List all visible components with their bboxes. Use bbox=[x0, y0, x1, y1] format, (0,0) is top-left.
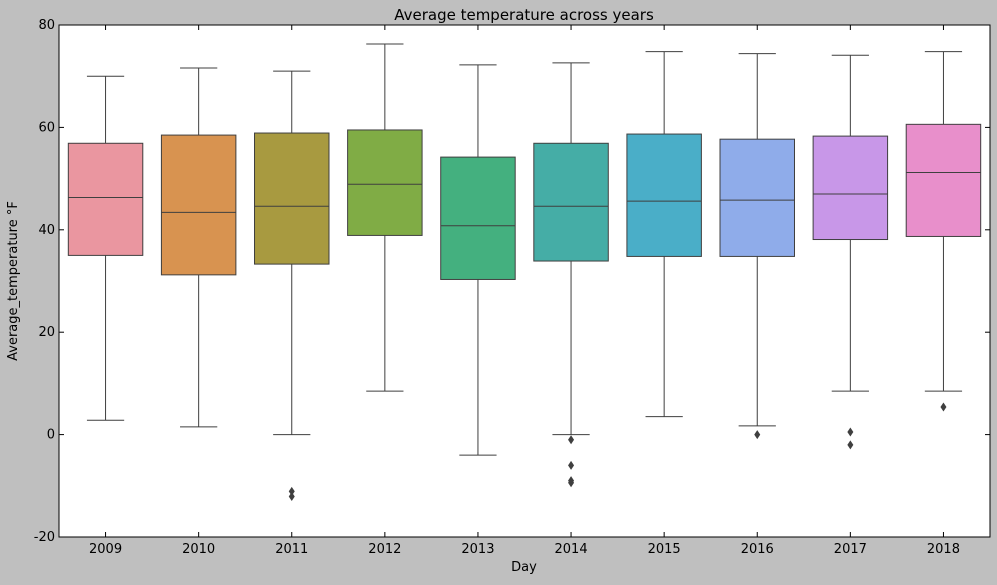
box-iqr bbox=[67, 142, 144, 256]
x-tick-label: 2011 bbox=[275, 542, 308, 557]
outlier-point bbox=[288, 492, 295, 502]
y-tick-label: 80 bbox=[38, 18, 55, 33]
box-iqr bbox=[905, 123, 982, 237]
box-2011 bbox=[254, 70, 330, 502]
box-iqr bbox=[533, 142, 609, 262]
y-axis-ticks: -20 0 20 40 60 80 bbox=[34, 18, 990, 545]
outlier-point bbox=[754, 430, 761, 440]
y-axis-label: Average_temperature °F bbox=[6, 201, 21, 361]
x-tick-label: 2010 bbox=[182, 542, 215, 557]
box-iqr bbox=[347, 129, 423, 236]
x-tick-label: 2017 bbox=[834, 542, 867, 557]
box-2015 bbox=[626, 51, 702, 418]
outlier-point bbox=[568, 478, 575, 488]
box-iqr bbox=[626, 133, 702, 257]
outlier-point bbox=[940, 402, 947, 412]
box-2017 bbox=[812, 54, 889, 450]
x-tick-label: 2018 bbox=[927, 542, 960, 557]
box-iqr bbox=[160, 134, 237, 276]
x-tick-label: 2016 bbox=[741, 542, 774, 557]
outlier-point bbox=[568, 460, 575, 470]
box-2014 bbox=[533, 62, 609, 488]
plot-area bbox=[58, 24, 991, 538]
box-2013 bbox=[440, 64, 516, 456]
box-iqr bbox=[719, 138, 795, 257]
outlier-point bbox=[847, 427, 854, 437]
x-tick-label: 2013 bbox=[461, 542, 494, 557]
box-2016 bbox=[719, 53, 795, 440]
y-tick-label: 40 bbox=[38, 223, 55, 238]
y-tick-label: 0 bbox=[47, 428, 55, 443]
x-tick-label: 2014 bbox=[555, 542, 588, 557]
box-2009 bbox=[67, 75, 144, 421]
outlier-point bbox=[847, 440, 854, 450]
chart-title: Average temperature across years bbox=[394, 6, 654, 24]
box-2012 bbox=[347, 43, 423, 392]
y-tick-label: -20 bbox=[34, 530, 55, 545]
box-2018 bbox=[905, 51, 982, 412]
box-iqr bbox=[440, 156, 516, 280]
outlier-point bbox=[288, 486, 295, 496]
box-iqr bbox=[812, 135, 889, 241]
box-2010 bbox=[160, 67, 237, 428]
outlier-point bbox=[568, 435, 575, 445]
x-tick-label: 2015 bbox=[648, 542, 681, 557]
x-tick-label: 2012 bbox=[368, 542, 401, 557]
y-tick-label: 60 bbox=[38, 120, 55, 135]
boxes-group bbox=[67, 43, 982, 502]
box-iqr bbox=[254, 132, 330, 265]
y-tick-label: 20 bbox=[38, 325, 55, 340]
x-axis-ticks: 2009 2010 2011 2012 2013 2014 2015 2016 2017 2018 bbox=[89, 25, 960, 557]
x-tick-label: 2009 bbox=[89, 542, 122, 557]
x-axis-label: Day bbox=[511, 560, 537, 575]
